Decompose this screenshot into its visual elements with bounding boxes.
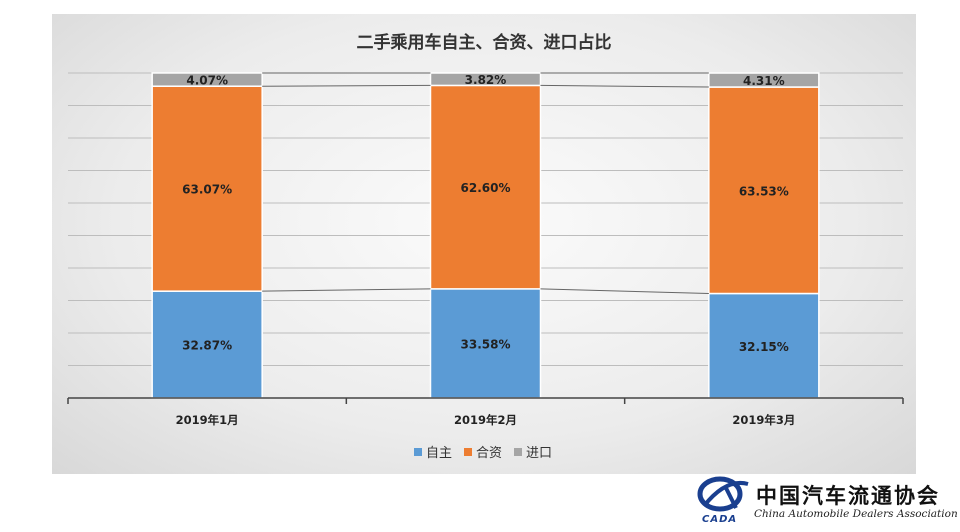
legend-label: 进口 [526, 446, 552, 461]
x-tick-label: 2019年2月 [454, 413, 517, 427]
bar-segment [429, 72, 542, 87]
bar-segment [151, 290, 263, 399]
legend-label: 自主 [426, 446, 452, 461]
cada-logo: CADA 中国汽车流通协会 China Automobile Dealers A… [696, 474, 958, 530]
data-label: 32.15% [739, 340, 789, 354]
bar-segment [429, 84, 542, 290]
data-label: 33.58% [461, 337, 511, 351]
series-line [540, 288, 709, 295]
data-label: 62.60% [461, 181, 511, 195]
data-label: 4.07% [186, 74, 228, 88]
x-tick-label: 2019年1月 [176, 413, 239, 427]
series-line [540, 84, 709, 88]
bar-segment [708, 292, 820, 399]
cada-emblem-icon [697, 476, 749, 512]
chart-title: 二手乘用车自主、合资、进口占比 [356, 33, 612, 53]
bar-segment [151, 72, 263, 87]
series-line [262, 84, 431, 87]
x-tick-label: 2019年3月 [732, 413, 795, 427]
legend-label: 合资 [476, 446, 502, 461]
legend-swatch [464, 448, 472, 456]
legend-swatch [514, 448, 522, 456]
legend-swatch [414, 448, 422, 456]
logo-abbreviation: CADA [702, 514, 738, 525]
bar-segment [708, 86, 820, 295]
bar-segment [708, 72, 820, 88]
data-label: 32.87% [182, 339, 232, 353]
logo-chinese-name: 中国汽车流通协会 [756, 483, 940, 508]
data-label: 63.07% [182, 183, 232, 197]
data-label: 63.53% [739, 184, 789, 198]
data-label: 3.82% [465, 73, 507, 87]
data-label: 4.31% [743, 74, 785, 88]
series-line [262, 288, 431, 292]
logo-english-name: China Automobile Dealers Association [754, 508, 958, 520]
